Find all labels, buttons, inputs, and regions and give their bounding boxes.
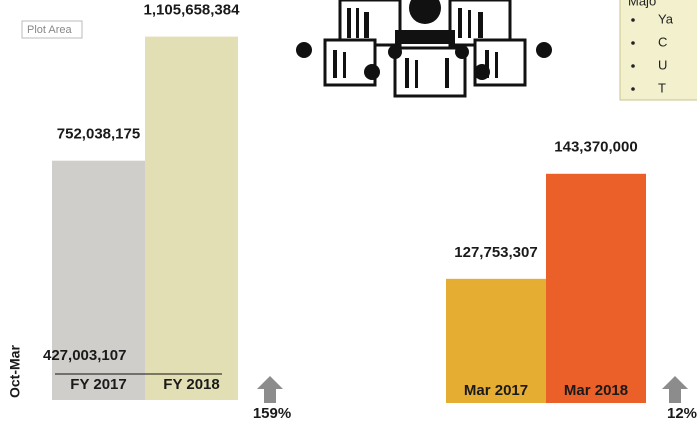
value-label: 127,753,307 <box>454 244 537 261</box>
value-label: 1,105,658,384 <box>144 2 241 19</box>
page: {"plot_area_label": "Plot Area", "axis_l… <box>0 0 697 432</box>
bullet-text: U <box>658 57 667 72</box>
bar <box>546 174 646 403</box>
bullet-dot <box>631 41 635 45</box>
up-arrow <box>257 376 283 403</box>
screen: Plot Area Oct-Mar Majo Ya CUT 752,038,175… <box>0 0 697 432</box>
category-label: Mar 2017 <box>464 382 528 399</box>
note-title: Majo <box>628 0 656 8</box>
up-arrow <box>662 376 688 403</box>
people-icon <box>296 0 552 96</box>
category-label: FY 2017 <box>70 376 126 393</box>
category-label: FY 2018 <box>163 376 219 393</box>
annotation: 427,003,107 <box>43 347 126 364</box>
value-label: 752,038,175 <box>57 126 140 143</box>
bullet-text: Ya <box>658 11 674 26</box>
change-label: 159% <box>253 405 291 422</box>
bullet-text: T <box>658 80 666 95</box>
bar <box>145 37 238 400</box>
change-label: 12% <box>667 405 697 422</box>
category-label: Mar 2018 <box>564 382 628 399</box>
bullet-dot <box>631 18 635 22</box>
bullet-text: C <box>658 34 667 49</box>
value-label: 143,370,000 <box>554 139 637 156</box>
tooltip: Plot Area <box>27 24 73 36</box>
bar <box>52 161 145 400</box>
axis-label: Oct-Mar <box>7 345 23 398</box>
bullet-dot <box>631 64 635 68</box>
bullet-dot <box>631 87 635 91</box>
